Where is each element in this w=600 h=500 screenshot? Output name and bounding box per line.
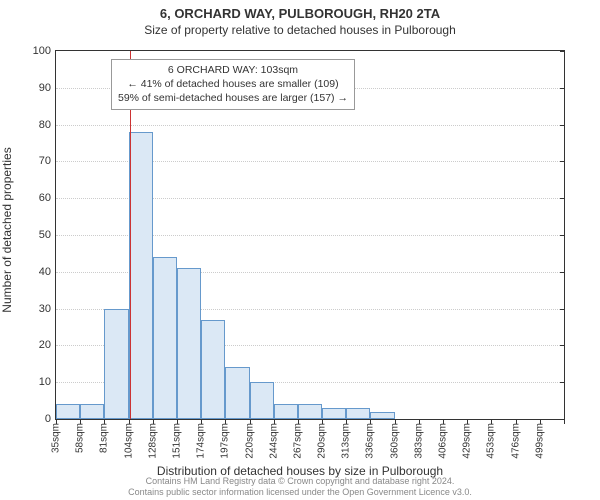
- gridline: [56, 125, 564, 126]
- histogram-bar: [129, 132, 153, 419]
- x-tick-label: 360sqm: [389, 419, 400, 459]
- x-tick-label: 313sqm: [341, 419, 352, 459]
- chart-title-main: 6, ORCHARD WAY, PULBOROUGH, RH20 2TA: [0, 0, 600, 21]
- y-tick-label: 70: [39, 155, 56, 167]
- y-tick-mark: [560, 161, 565, 162]
- histogram-bar: [153, 257, 177, 419]
- x-tick-mark: [491, 419, 492, 424]
- footer-line-2: Contains public sector information licen…: [0, 487, 600, 498]
- histogram-bar: [346, 408, 370, 419]
- y-tick-label: 50: [39, 229, 56, 241]
- histogram-bar: [104, 309, 128, 419]
- histogram-bar: [80, 404, 104, 419]
- y-tick-mark: [560, 345, 565, 346]
- histogram-bar: [298, 404, 322, 419]
- x-tick-label: 58sqm: [75, 419, 86, 453]
- x-tick-label: 499sqm: [534, 419, 545, 459]
- y-tick-label: 60: [39, 192, 56, 204]
- y-tick-mark: [560, 88, 565, 89]
- x-tick-mark: [419, 419, 420, 424]
- x-tick-mark: [395, 419, 396, 424]
- y-tick-label: 80: [39, 119, 56, 131]
- x-tick-label: 429sqm: [462, 419, 473, 459]
- annotation-line: 6 ORCHARD WAY: 103sqm: [118, 63, 348, 77]
- histogram-bar: [370, 412, 394, 419]
- chart-title-sub: Size of property relative to detached ho…: [0, 21, 600, 37]
- y-tick-mark: [560, 382, 565, 383]
- x-tick-mark: [225, 419, 226, 424]
- x-tick-label: 220sqm: [244, 419, 255, 459]
- x-tick-label: 244sqm: [268, 419, 279, 459]
- x-tick-label: 81sqm: [99, 419, 110, 453]
- y-tick-mark: [560, 272, 565, 273]
- histogram-bar: [274, 404, 298, 419]
- y-tick-label: 90: [39, 82, 56, 94]
- x-tick-label: 128sqm: [147, 419, 158, 459]
- x-tick-mark: [346, 419, 347, 424]
- x-tick-mark: [564, 419, 565, 424]
- x-tick-label: 267sqm: [292, 419, 303, 459]
- x-tick-label: 174sqm: [196, 419, 207, 459]
- x-tick-mark: [250, 419, 251, 424]
- x-tick-label: 197sqm: [220, 419, 231, 459]
- x-tick-label: 476sqm: [510, 419, 521, 459]
- histogram-bar: [56, 404, 80, 419]
- x-tick-mark: [322, 419, 323, 424]
- histogram-bar: [177, 268, 201, 419]
- y-tick-label: 40: [39, 266, 56, 278]
- annotation-box: 6 ORCHARD WAY: 103sqm← 41% of detached h…: [111, 59, 355, 110]
- x-tick-mark: [516, 419, 517, 424]
- x-tick-mark: [177, 419, 178, 424]
- y-tick-label: 20: [39, 339, 56, 351]
- chart-plot-area: 010203040506070809010035sqm58sqm81sqm104…: [55, 50, 565, 420]
- x-tick-label: 104sqm: [123, 419, 134, 459]
- histogram-bar: [322, 408, 346, 419]
- x-tick-label: 406sqm: [438, 419, 449, 459]
- x-tick-label: 35sqm: [51, 419, 62, 453]
- chart-footer: Contains HM Land Registry data © Crown c…: [0, 476, 600, 498]
- x-tick-mark: [153, 419, 154, 424]
- y-tick-label: 100: [33, 45, 56, 57]
- annotation-line: 59% of semi-detached houses are larger (…: [118, 91, 348, 105]
- histogram-bar: [225, 367, 249, 419]
- x-tick-mark: [443, 419, 444, 424]
- x-tick-label: 290sqm: [317, 419, 328, 459]
- x-tick-mark: [201, 419, 202, 424]
- annotation-line: ← 41% of detached houses are smaller (10…: [118, 77, 348, 91]
- x-tick-mark: [298, 419, 299, 424]
- y-axis-label: Number of detached properties: [0, 65, 14, 230]
- y-tick-mark: [560, 125, 565, 126]
- x-tick-label: 336sqm: [365, 419, 376, 459]
- histogram-bar: [201, 320, 225, 419]
- x-tick-mark: [104, 419, 105, 424]
- x-tick-mark: [467, 419, 468, 424]
- y-tick-label: 10: [39, 376, 56, 388]
- y-tick-mark: [560, 235, 565, 236]
- x-tick-mark: [56, 419, 57, 424]
- footer-line-1: Contains HM Land Registry data © Crown c…: [0, 476, 600, 487]
- histogram-bar: [250, 382, 274, 419]
- x-tick-mark: [274, 419, 275, 424]
- x-tick-label: 383sqm: [413, 419, 424, 459]
- y-tick-mark: [560, 309, 565, 310]
- y-tick-mark: [560, 51, 565, 52]
- y-tick-label: 30: [39, 303, 56, 315]
- x-tick-mark: [540, 419, 541, 424]
- x-tick-label: 453sqm: [486, 419, 497, 459]
- x-tick-mark: [370, 419, 371, 424]
- x-tick-label: 151sqm: [171, 419, 182, 459]
- x-tick-mark: [129, 419, 130, 424]
- x-tick-mark: [80, 419, 81, 424]
- y-tick-mark: [560, 198, 565, 199]
